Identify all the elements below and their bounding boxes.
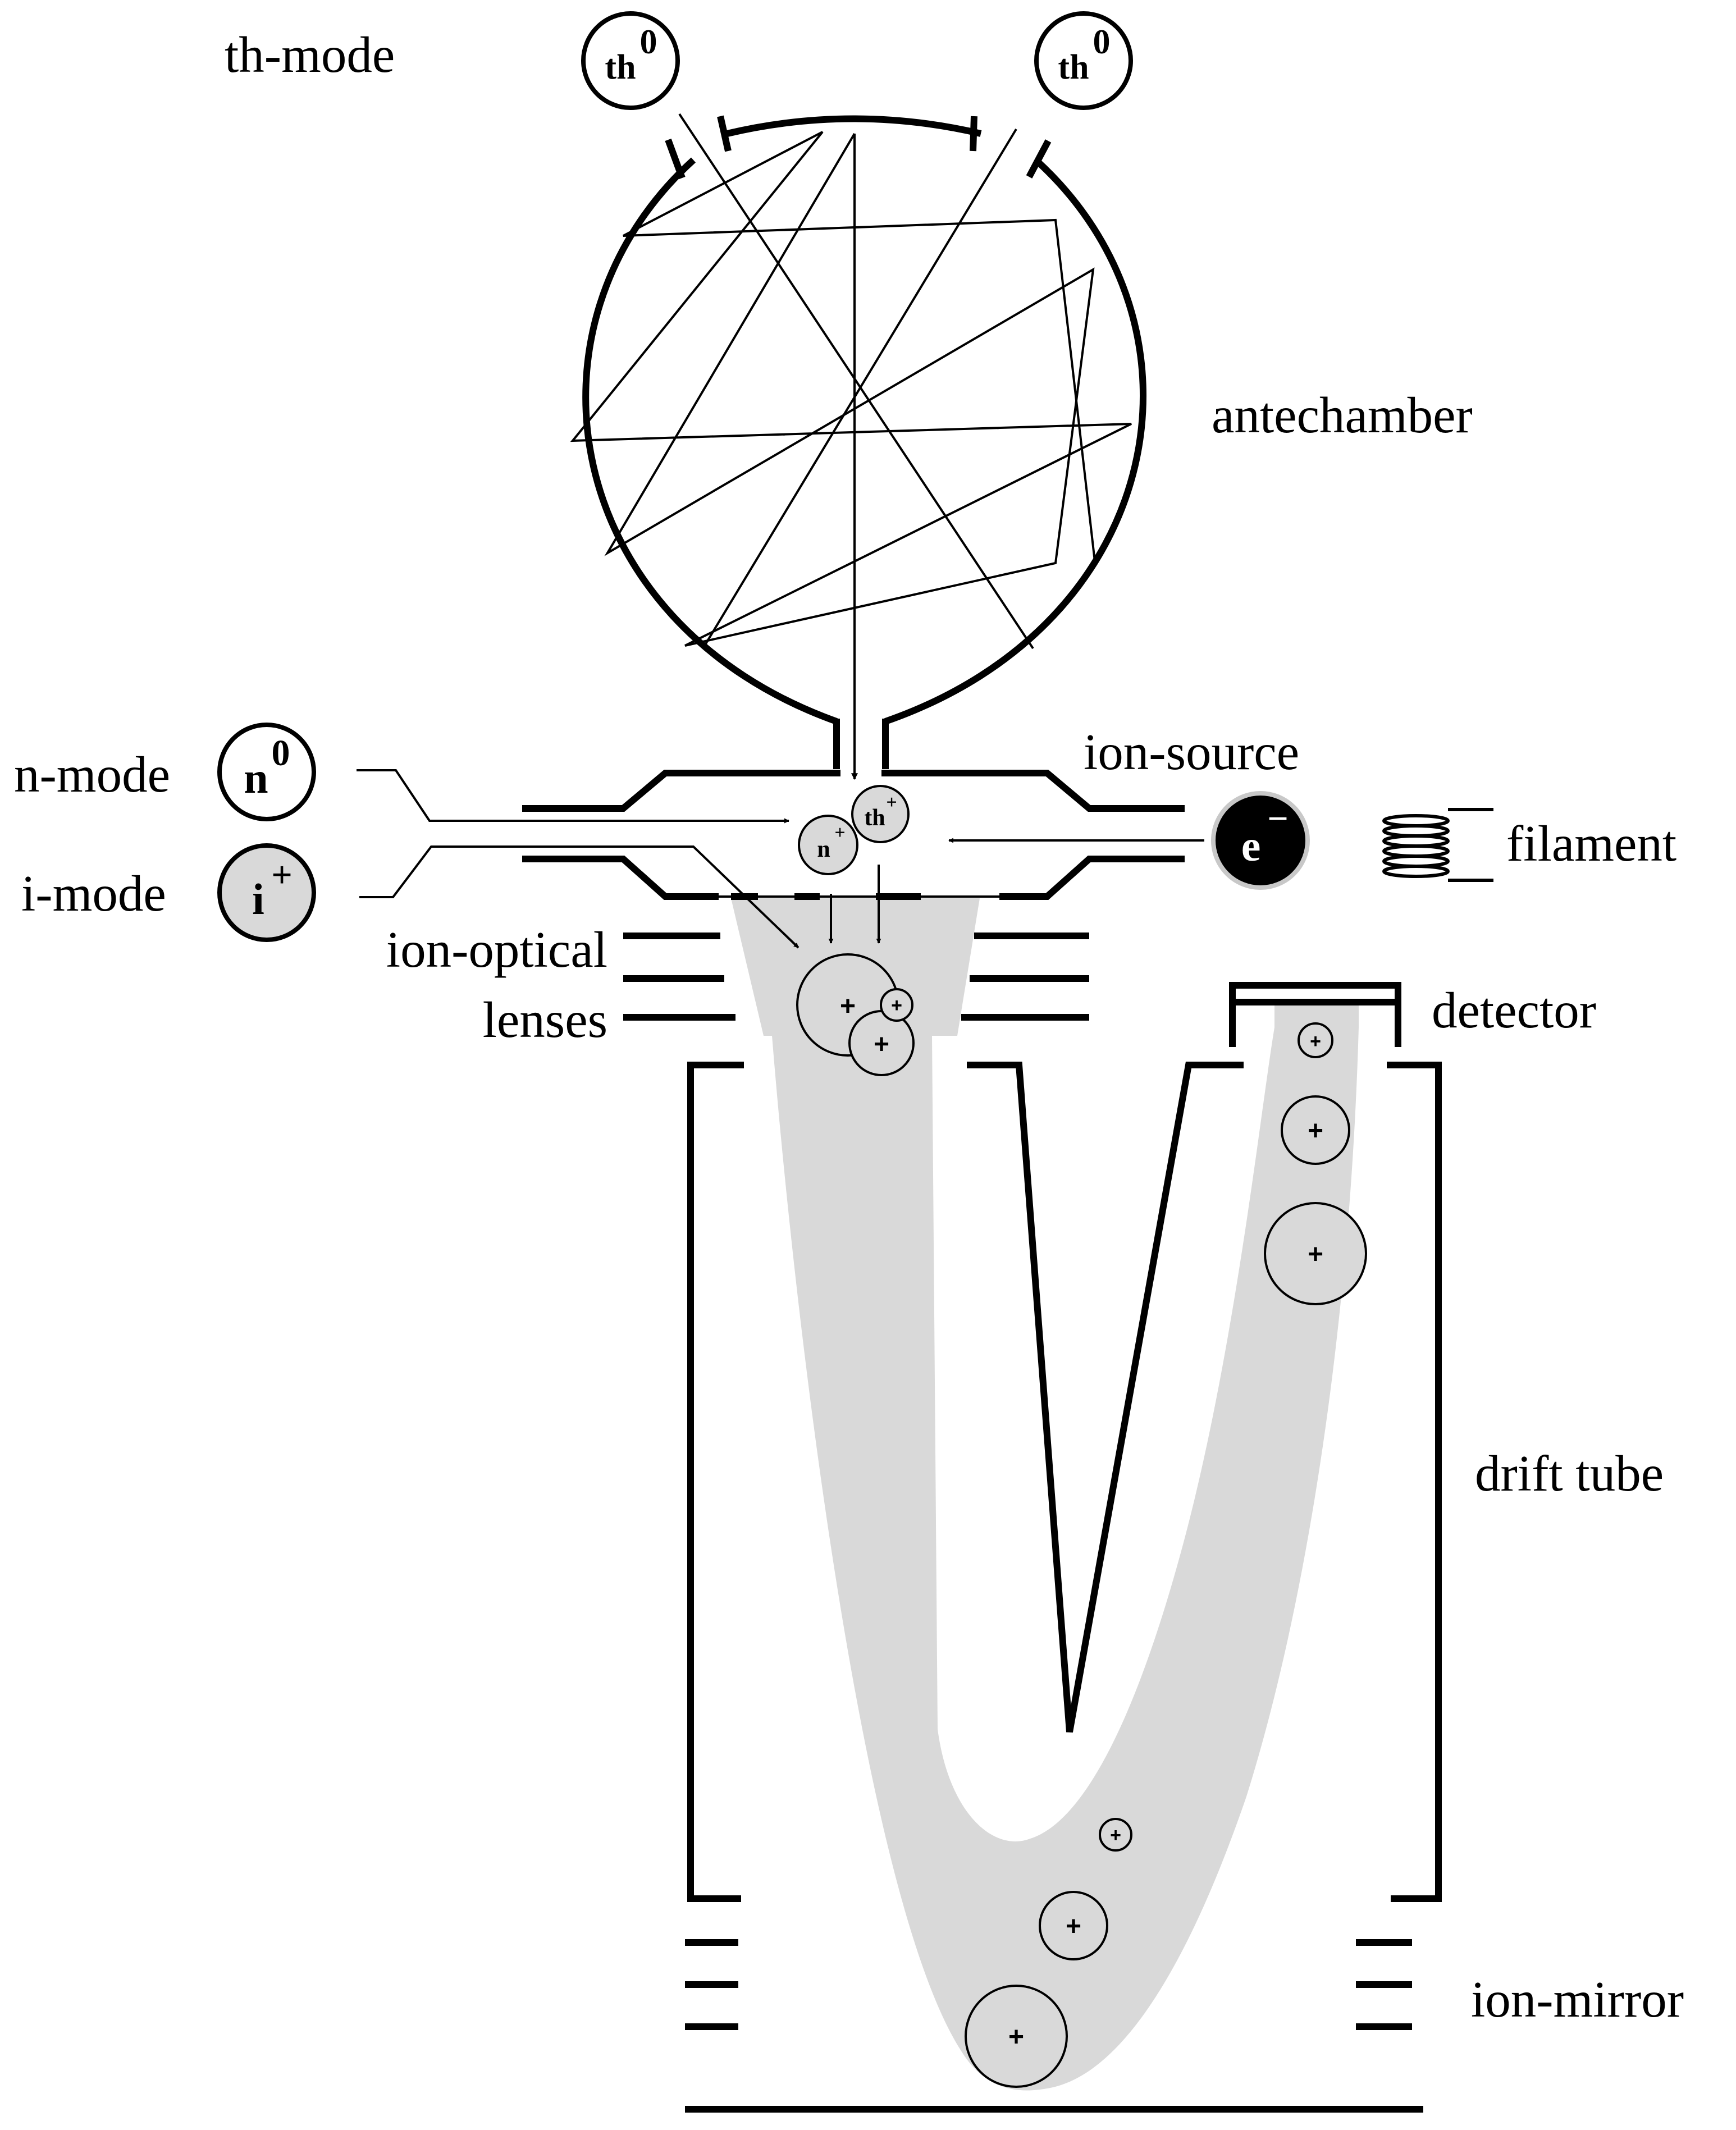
n-mode-beam-path xyxy=(357,769,789,824)
detector-ion-plus-3: + xyxy=(1308,1240,1323,1269)
label-detector: detector xyxy=(1432,982,1596,1039)
n-neutral: n 0 xyxy=(217,723,316,821)
drift-tube-inner-v xyxy=(967,1062,1244,1733)
label-ion-source: ion-source xyxy=(1084,724,1299,780)
n-neutral-sup: 0 xyxy=(272,733,290,774)
antechamber-wall-left xyxy=(582,157,838,725)
label-th-mode: th-mode xyxy=(225,26,395,83)
drift-tube-left-wall xyxy=(687,1062,744,1902)
antechamber-port-cap-left-inner xyxy=(717,115,732,152)
detector-ion-plus-2: + xyxy=(1308,1116,1323,1146)
i-mode-beam-path xyxy=(359,845,800,949)
label-n-mode: n-mode xyxy=(14,746,170,803)
electron-base: e xyxy=(1241,821,1261,870)
ion-packet-source-plus-3: + xyxy=(891,995,902,1016)
i-ion: i + xyxy=(217,843,316,942)
electron: e − xyxy=(1211,791,1310,890)
label-filament: filament xyxy=(1506,815,1676,872)
random-walk-trajectory xyxy=(570,131,1132,647)
label-lenses: lenses xyxy=(483,991,607,1048)
th-neutral-left-sup: 0 xyxy=(640,23,657,61)
n-ion: n + xyxy=(798,815,858,875)
detector-ion-plus-1: + xyxy=(1310,1031,1321,1052)
drift-tube-right-wall xyxy=(1387,1062,1442,1902)
th-ion-base: th xyxy=(864,805,885,831)
n-ion-sup: + xyxy=(834,822,845,843)
th-neutral-left-base: th xyxy=(605,48,636,86)
ion-optical-lenses xyxy=(623,933,1089,1021)
detector xyxy=(1229,982,1401,1047)
ion-packet-mirror: + + + xyxy=(965,1818,1132,2088)
label-drift-tube: drift tube xyxy=(1475,1445,1664,1502)
label-ion-mirror: ion-mirror xyxy=(1471,1971,1684,2028)
th-ion-sup: + xyxy=(886,792,897,813)
filament-coil xyxy=(1382,808,1493,882)
ion-packet-detector: + + + xyxy=(1264,1022,1367,1305)
ion-packet-source: + + + xyxy=(796,953,915,1076)
ion-beam xyxy=(731,898,1359,2091)
mirror-ion-plus-2: + xyxy=(1066,1912,1081,1941)
n-ion-base: n xyxy=(817,837,830,862)
ion-mirror xyxy=(685,1939,1423,2113)
ion-source-upper-wall-right xyxy=(881,770,1185,812)
n-neutral-base: n xyxy=(244,753,268,802)
label-antechamber: antechamber xyxy=(1212,387,1473,444)
antechamber-port-cap-right xyxy=(1026,139,1052,179)
th-neutral-right: th 0 xyxy=(1034,11,1133,110)
label-ion-optical: ion-optical xyxy=(386,921,607,978)
ion-source-lower-wall-right xyxy=(999,856,1185,900)
antechamber-port-cap-right-inner xyxy=(970,116,977,152)
th-neutral-right-sup: 0 xyxy=(1093,23,1111,61)
i-ion-sup: + xyxy=(271,854,293,895)
electron-sup: − xyxy=(1267,798,1289,839)
mirror-ion-plus-1: + xyxy=(1110,1825,1121,1846)
antechamber xyxy=(570,113,1146,780)
antechamber-wall-right xyxy=(884,157,1146,725)
th-trajectory-left xyxy=(678,113,1034,650)
ion-source-upper-wall-left xyxy=(522,770,840,812)
th-trajectory-right xyxy=(702,128,1017,650)
antechamber-port-cap-left xyxy=(665,138,686,180)
th-neutral-left: th 0 xyxy=(581,11,680,110)
i-ion-base: i xyxy=(252,875,264,924)
th-ion: th + xyxy=(851,785,910,843)
ion-packet-source-plus-1: + xyxy=(840,991,856,1021)
antechamber-wall-top xyxy=(726,115,982,137)
mirror-ion-plus-3: + xyxy=(1008,2022,1024,2052)
th-neutral-right-base: th xyxy=(1058,48,1089,86)
ion-packet-source-plus-2: + xyxy=(874,1030,889,1059)
drift-tube xyxy=(687,1062,1442,1902)
label-i-mode: i-mode xyxy=(21,865,166,922)
ion-source-lower-wall-left xyxy=(522,856,719,900)
